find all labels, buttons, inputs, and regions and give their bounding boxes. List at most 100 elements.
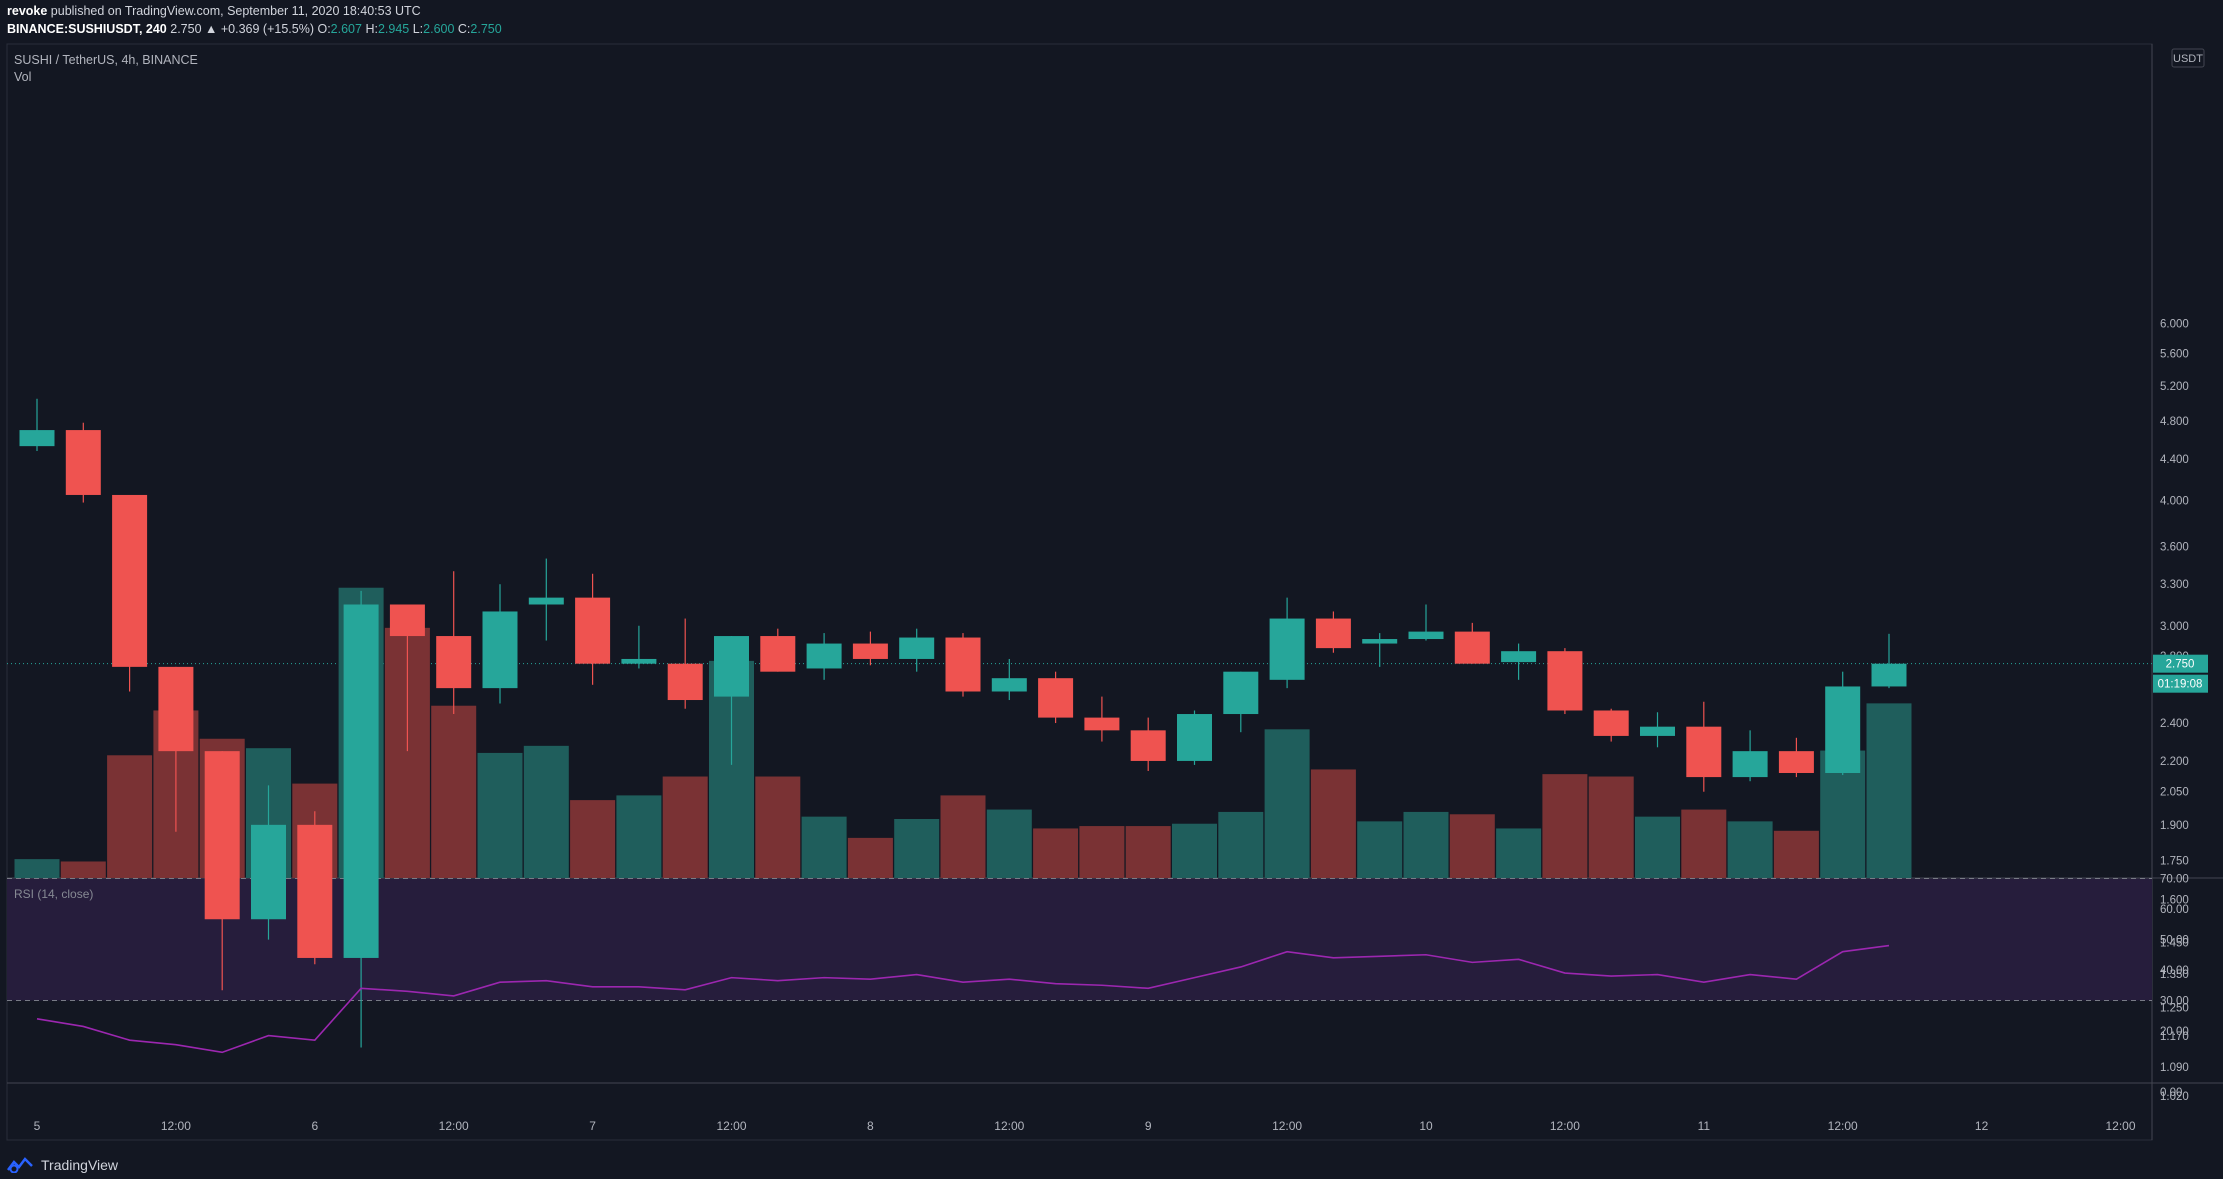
price-tick-label: 3.600 [2160, 541, 2189, 553]
price-tick-label: 4.400 [2160, 454, 2189, 466]
close-value: 2.750 [470, 22, 502, 36]
candle-body [1778, 751, 1814, 773]
volume-bar [986, 809, 1032, 878]
candle-body [1593, 710, 1629, 736]
price-tick-label: 3.000 [2160, 621, 2189, 633]
candle-body [1501, 651, 1537, 663]
publisher-name[interactable]: revoke [7, 4, 48, 18]
volume-bar [1449, 814, 1495, 878]
volume-bar [940, 795, 986, 878]
candle-body [19, 430, 55, 447]
volume-bar [60, 861, 106, 878]
volume-bar [1033, 828, 1079, 878]
price-tick-label: 1.090 [2160, 1062, 2189, 1074]
candle-body [1547, 651, 1583, 711]
volume-bar [1727, 821, 1773, 878]
price-tick-label: 4.000 [2160, 495, 2189, 507]
volume-bar [1125, 826, 1171, 878]
open-value: 2.607 [330, 22, 362, 36]
price-change: ▲ +0.369 (+15.5%) [205, 22, 314, 36]
candle-body [852, 643, 888, 659]
candle-body [1362, 639, 1398, 644]
candle-body [1223, 671, 1259, 715]
candle-body [899, 637, 935, 659]
pane-title: SUSHI / TetherUS, 4h, BINANCE [14, 53, 198, 67]
rsi-tick-label: 60.00 [2160, 904, 2189, 916]
volume-bar [894, 819, 940, 878]
tradingview-logo-icon [7, 1157, 33, 1173]
price-tick-label: 1.020 [2160, 1091, 2189, 1103]
rsi-tick-label: 0.00 [2160, 1087, 2182, 1099]
candle-body [1269, 618, 1305, 680]
candle-body [1038, 678, 1074, 718]
price-tick-label: 1.600 [2160, 895, 2189, 907]
symbol-label[interactable]: BINANCE:SUSHIUSDT, 240 [7, 22, 167, 36]
rsi-tick-label: 50.00 [2160, 935, 2189, 947]
volume-bar [570, 800, 616, 878]
candle-body [482, 611, 518, 689]
rsi-tick-label: 70.00 [2160, 874, 2189, 886]
candle-body [343, 604, 379, 958]
time-tick-label: 12:00 [716, 1119, 746, 1133]
candle-body [528, 597, 564, 605]
countdown-tag-label: 01:19:08 [2158, 679, 2203, 691]
candle-body [158, 666, 194, 752]
volume-bar [755, 776, 801, 878]
time-tick-label: 12:00 [161, 1119, 191, 1133]
candle-body [1640, 726, 1675, 736]
price-tick-label: 2.200 [2160, 756, 2189, 768]
price-tick-label: 6.000 [2160, 319, 2189, 331]
close-label: C: [457, 22, 471, 36]
volume-bar [1635, 816, 1680, 878]
candle-body [65, 430, 101, 495]
candle-body [1177, 714, 1212, 761]
rsi-tick-label: 20.00 [2160, 1026, 2189, 1038]
rsi-tick-label: 30.00 [2160, 996, 2189, 1008]
candle-body [667, 663, 703, 701]
candle-body [1130, 730, 1166, 761]
vol-label: Vol [14, 70, 31, 84]
volume-bar [1403, 811, 1449, 878]
time-tick-label: 12:00 [1828, 1119, 1858, 1133]
candle-body [991, 678, 1027, 692]
time-tick-label: 5 [34, 1119, 41, 1133]
candle-body [760, 636, 796, 672]
low-label: L: [412, 22, 424, 36]
price-tick-label: 1.170 [2160, 1031, 2189, 1043]
publish-line: revoke published on TradingView.com, Sep… [7, 4, 421, 18]
last-price: 2.750 [170, 22, 202, 36]
candle-body [112, 494, 148, 667]
volume-bar [14, 859, 60, 878]
time-tick-label: 7 [589, 1119, 596, 1133]
candle-body [1084, 717, 1120, 731]
rsi-line [36, 944, 1890, 1054]
footer-brand[interactable]: TradingView [7, 1157, 118, 1173]
volume-bar [1866, 703, 1912, 878]
volume-bar [1588, 776, 1634, 878]
time-tick-label: 8 [867, 1119, 874, 1133]
volume-bar [1172, 823, 1217, 878]
candle-body [714, 636, 749, 697]
time-tick-label: 12:00 [2105, 1119, 2135, 1133]
volume-bar [662, 776, 708, 878]
price-tick-label: 1.450 [2160, 938, 2189, 950]
time-tick-label: 12:00 [1550, 1119, 1580, 1133]
price-tick-label: 4.800 [2160, 416, 2189, 428]
rsi-label: RSI (14, close) [14, 887, 93, 901]
volume-bar [1542, 774, 1588, 878]
volume-bar [1496, 828, 1542, 878]
candle-body [1825, 686, 1861, 773]
time-tick-label: 12 [1975, 1119, 1989, 1133]
time-tick-label: 11 [1698, 1119, 1711, 1133]
price-tick-label: 1.900 [2160, 820, 2189, 832]
currency-box[interactable] [2171, 48, 2205, 68]
last-price-tag [2153, 654, 2208, 673]
candle-body [204, 751, 240, 920]
rsi-tick-label: 40.00 [2160, 965, 2189, 977]
candle-body [1732, 751, 1768, 778]
candle-body [1454, 631, 1490, 664]
volume-bar [1773, 830, 1819, 878]
price-tick-label: 2.050 [2160, 787, 2189, 799]
price-tick-label: 1.750 [2160, 856, 2189, 868]
